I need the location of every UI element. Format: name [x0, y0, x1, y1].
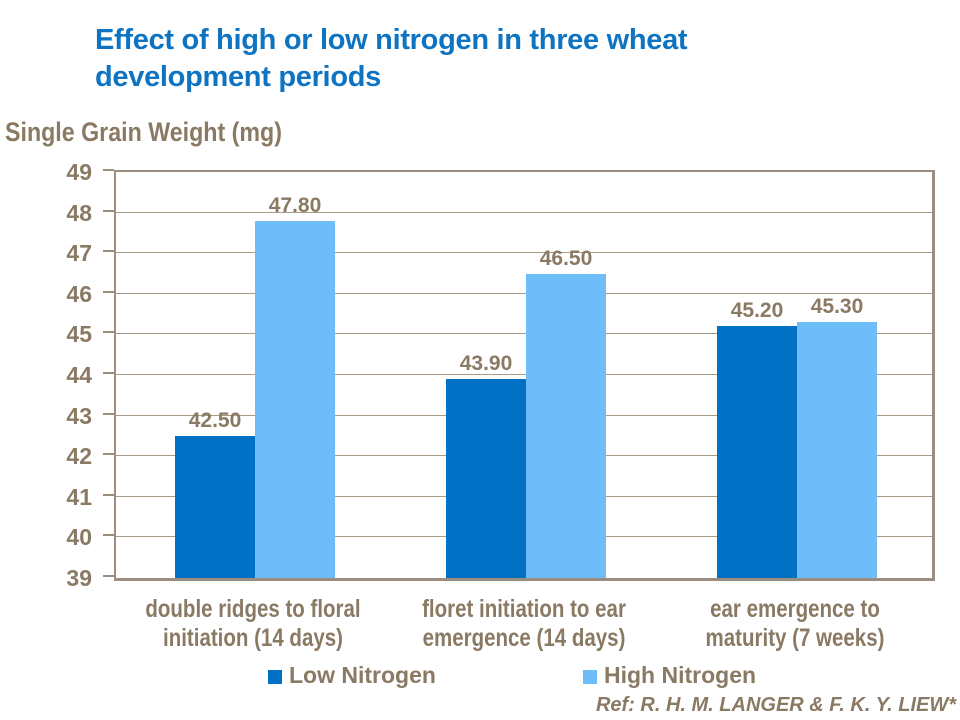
y-tick-label: 39: [66, 565, 92, 591]
gridline: [116, 374, 932, 375]
y-tick-mark: [103, 493, 114, 496]
y-tick-mark: [103, 534, 114, 537]
bar-value-label: 45.30: [810, 295, 864, 319]
bar-low-nitrogen: [175, 435, 255, 578]
y-tick-label: 46: [66, 280, 92, 307]
y-tick-mark: [103, 331, 114, 334]
y-tick-label: 43: [66, 402, 92, 429]
y-tick-mark: [103, 453, 114, 456]
bar-low-nitrogen: [717, 326, 797, 578]
legend-swatch-high-nitrogen: [583, 669, 597, 684]
y-axis-title: Single Grain Weight (mg): [5, 117, 282, 147]
gridline: [116, 292, 932, 294]
gridline: [116, 333, 932, 335]
reference-note: Ref: R. H. M. LANGER & F. K. Y. LIEW*: [595, 694, 956, 716]
gridline: [116, 211, 932, 213]
bar-value-label: 47.80: [268, 193, 322, 217]
legend-item-high-nitrogen: High Nitrogen: [583, 662, 756, 689]
legend: Low Nitrogen High Nitrogen: [0, 662, 960, 692]
chart-title: Effect of high or low nitrogen in three …: [95, 22, 688, 96]
y-tick-mark: [103, 412, 114, 415]
y-tick-label: 48: [66, 199, 92, 226]
bar-value-label: 45.20: [730, 299, 784, 323]
bar-high-nitrogen: [255, 220, 335, 578]
legend-label: Low Nitrogen: [289, 662, 436, 688]
chart-title-line1: Effect of high or low nitrogen in three …: [95, 24, 688, 56]
y-tick-label: 47: [66, 240, 92, 267]
chart-title-line2: development periods: [95, 61, 381, 93]
y-axis: 39 40 41 42 43 44 45 46 47 48 49: [0, 159, 130, 591]
y-tick-mark: [103, 209, 114, 212]
y-tick-label: 40: [66, 524, 92, 551]
y-tick-label: 42: [66, 443, 92, 470]
y-tick-mark: [103, 575, 114, 577]
bar-high-nitrogen: [526, 273, 606, 578]
bar-value-label: 46.50: [539, 246, 593, 270]
y-tick-mark: [103, 372, 114, 374]
category-label: ear emergence to maturity (7 weeks): [705, 595, 885, 652]
bar-high-nitrogen: [797, 322, 877, 578]
y-tick-label: 45: [66, 321, 92, 348]
y-tick-label: 41: [66, 483, 92, 510]
y-tick-mark: [103, 169, 114, 171]
bar-low-nitrogen: [446, 379, 526, 578]
y-tick-mark: [103, 250, 114, 253]
bar-value-label: 43.90: [459, 352, 513, 376]
y-tick-label: 49: [66, 159, 92, 185]
plot-area: 42.50 43.90 45.20 47.80 46.50 45.30: [114, 170, 935, 581]
bar-value-label: 42.50: [188, 408, 242, 432]
category-label: double ridges to floral initiation (14 da…: [145, 595, 361, 652]
legend-label: High Nitrogen: [604, 662, 757, 688]
category-label: floret initiation to ear emergence (14 da…: [422, 595, 626, 652]
y-tick-mark: [103, 290, 114, 293]
legend-swatch-low-nitrogen: [268, 669, 282, 684]
y-tick-label: 44: [66, 362, 92, 388]
gridline: [116, 252, 932, 254]
legend-item-low-nitrogen: Low Nitrogen: [268, 662, 436, 689]
